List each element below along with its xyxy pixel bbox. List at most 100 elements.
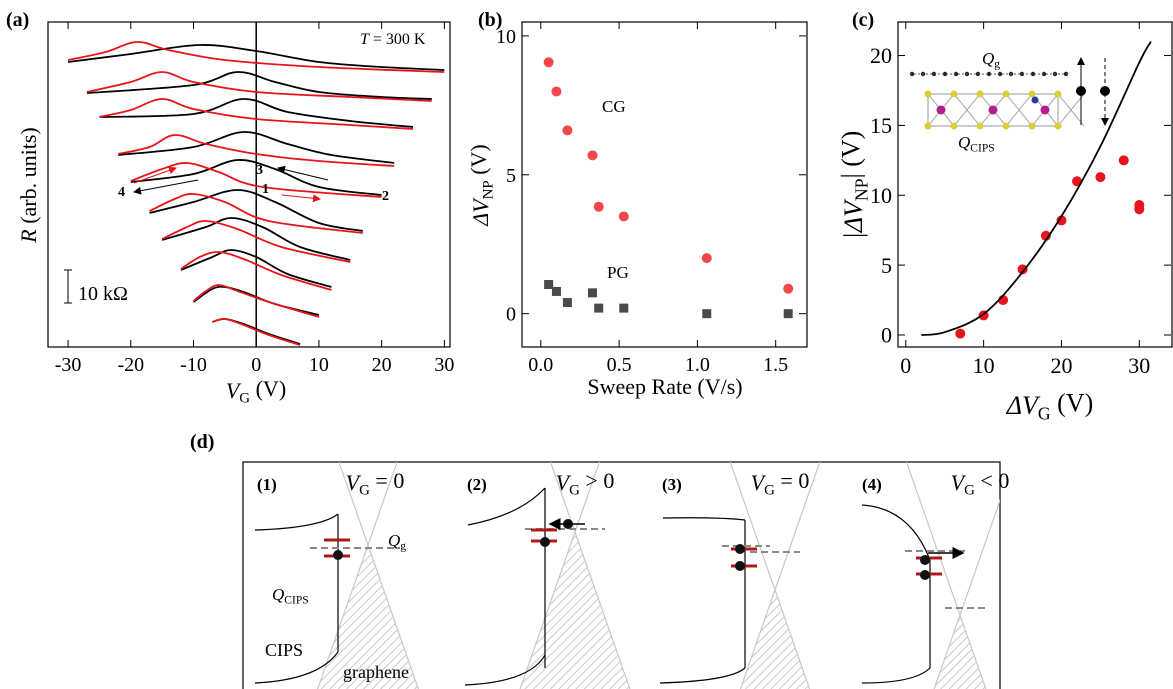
point	[551, 86, 562, 97]
dirac-cone	[739, 462, 821, 689]
x-axis-label: VG (V)	[226, 376, 286, 407]
point	[783, 309, 793, 319]
y-tick-label: 10	[496, 26, 516, 48]
label-part: V	[556, 470, 572, 495]
inset-atom	[924, 90, 932, 98]
cips-band	[254, 513, 339, 531]
y-tick-label: 0	[506, 304, 516, 326]
y-axis-label: ΔVNP (V)	[466, 144, 497, 227]
label-part: Q	[958, 133, 970, 152]
sweep-arrow	[133, 166, 177, 184]
series-label: CG	[602, 97, 626, 116]
label-part: Q	[272, 585, 284, 604]
label-part: (V)	[466, 144, 491, 180]
dirac-cone	[933, 498, 1000, 689]
diagram: (d)(1) VG = 0 (2) VG > 0 (3) VG = 0 (4) VG < 0Q…	[190, 431, 1010, 689]
label-part: G	[1038, 403, 1051, 423]
panel-label: (d)	[190, 431, 214, 453]
curve	[99, 98, 414, 130]
inset-atom	[942, 71, 948, 77]
cips-band	[467, 487, 546, 526]
curve	[180, 251, 332, 291]
point	[544, 280, 554, 289]
sweep-arrow	[133, 179, 199, 195]
curve	[130, 159, 382, 196]
step-label: (2)	[467, 475, 487, 494]
x-tick-label: 0	[251, 354, 261, 376]
x-tick-label: -30	[55, 354, 82, 376]
charge	[735, 544, 745, 554]
point	[619, 303, 629, 313]
diagram-label: QCIPS	[272, 585, 309, 606]
inset-atom	[1054, 122, 1062, 130]
point	[594, 303, 604, 313]
label-part: | (V)	[837, 131, 866, 179]
dirac-cone	[549, 462, 631, 689]
dirac-cone	[317, 462, 398, 689]
label-part: Sweep Rate (V/s)	[587, 374, 742, 399]
point	[783, 283, 794, 294]
inset-dot	[1100, 86, 1110, 96]
point	[1118, 155, 1129, 166]
inset-atom	[936, 105, 946, 115]
curve	[149, 189, 363, 232]
label-part: (V)	[250, 376, 286, 401]
curve	[180, 249, 332, 288]
x-tick-label: 1.0	[685, 354, 710, 376]
x-tick-label: 0.5	[607, 354, 632, 376]
lower-cone	[317, 545, 419, 689]
point	[955, 328, 966, 339]
inset-lattice	[927, 93, 1059, 127]
step-condition: VG < 0	[951, 468, 1010, 499]
lower-cone	[740, 590, 810, 689]
label-part: |ΔV	[839, 198, 868, 239]
point	[551, 286, 561, 296]
x-tick-label: 30	[434, 354, 454, 376]
diagram-label: Qg	[388, 531, 406, 552]
inset-atom	[1002, 122, 1010, 130]
y-tick-label: 10	[870, 183, 892, 208]
x-tick-label: 20	[1050, 353, 1072, 378]
x-tick-label: 10	[309, 354, 329, 376]
x-axis-label: ΔVG (V)	[1006, 389, 1094, 424]
cips-band	[464, 654, 546, 686]
label-part: (arb. units)	[16, 127, 41, 229]
label-part: g	[400, 539, 406, 552]
cips-band	[662, 517, 746, 521]
sweep-label: 1	[262, 182, 269, 197]
curve	[67, 41, 445, 73]
curve	[921, 41, 1152, 336]
label-part: G	[569, 482, 580, 498]
step-label: (4)	[862, 475, 882, 494]
step-label: (3)	[662, 475, 682, 494]
point	[543, 57, 554, 68]
plot-frame	[521, 21, 808, 348]
curve	[99, 98, 414, 128]
sweep-label: 3	[256, 163, 263, 178]
label-part: G	[239, 390, 250, 406]
inset-atom	[976, 90, 984, 98]
label-part: V	[226, 378, 242, 403]
annotation: T = 300 K	[360, 31, 426, 48]
curve	[86, 71, 432, 102]
plot-frame	[897, 21, 1173, 348]
label-part: ΔV	[1006, 391, 1041, 420]
label-part: NP	[851, 178, 871, 201]
inset-atom	[950, 122, 958, 130]
inset-atom	[1031, 96, 1039, 104]
diagram-body	[254, 462, 1000, 689]
inset-dot	[1076, 86, 1086, 96]
label-part: G	[359, 482, 370, 498]
charge	[735, 561, 745, 571]
sweep-arrow	[277, 165, 329, 181]
y-tick-label: 5	[881, 253, 892, 278]
charge	[540, 537, 550, 547]
scale-bar-label: 10 kΩ	[78, 283, 128, 305]
point	[1134, 204, 1145, 215]
curve	[118, 134, 395, 167]
label-part: CIPS	[970, 141, 994, 154]
x-tick-label: -10	[180, 354, 207, 376]
inset-atom	[950, 90, 958, 98]
